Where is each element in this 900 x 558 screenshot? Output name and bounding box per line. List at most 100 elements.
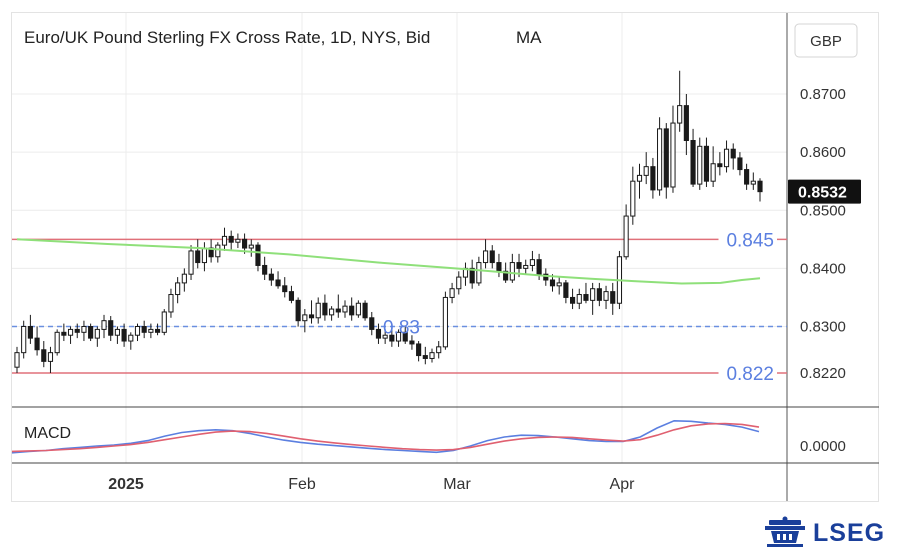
candle <box>81 320 87 342</box>
candle <box>21 320 27 359</box>
candle-body <box>101 320 107 330</box>
candle <box>657 117 663 196</box>
candle-body <box>690 140 696 185</box>
candle <box>636 163 643 199</box>
candle <box>670 105 676 193</box>
candle <box>121 323 127 347</box>
candle-body <box>509 262 515 281</box>
candle-body <box>570 296 576 304</box>
candle-body <box>643 166 649 176</box>
candle-body <box>556 282 562 287</box>
candle-body <box>717 163 723 168</box>
candle <box>677 70 683 132</box>
candle-body <box>750 180 756 185</box>
candle-body <box>14 352 20 368</box>
candle <box>134 323 141 342</box>
candle <box>590 282 596 315</box>
candle <box>469 259 475 289</box>
currency-label: GBP <box>810 33 842 50</box>
candle <box>563 280 569 304</box>
candle <box>329 306 335 321</box>
candle <box>422 346 428 365</box>
y-tick-label: 0.8700 <box>800 86 846 103</box>
candle-body <box>161 311 167 333</box>
candle <box>188 245 194 280</box>
candle-body <box>262 264 268 275</box>
candle-body <box>81 326 87 333</box>
candle-body <box>422 355 428 359</box>
candle-body <box>523 264 529 269</box>
candle-body <box>529 259 535 266</box>
candle-body <box>549 279 556 287</box>
candle-body <box>47 352 54 362</box>
candle-body <box>650 166 656 191</box>
candle <box>603 285 609 310</box>
candle <box>154 323 161 336</box>
candle-body <box>657 128 663 191</box>
level-label: 0.845 <box>726 230 774 251</box>
candle-body <box>148 328 154 333</box>
candle <box>47 346 54 373</box>
candle-body <box>469 267 475 284</box>
candle-body <box>590 288 596 301</box>
last-price-badge <box>788 179 861 204</box>
candle-body <box>737 157 743 171</box>
level-label: 0.822 <box>726 364 774 385</box>
candle <box>683 94 689 156</box>
y-tick-label: 0.8600 <box>800 144 846 161</box>
candle-body <box>489 250 495 264</box>
candle-body <box>154 328 161 333</box>
currency-button <box>794 23 858 58</box>
candle-body <box>744 169 750 185</box>
candle-body <box>329 308 335 316</box>
candle <box>282 277 288 298</box>
candle-body <box>362 302 368 319</box>
candle <box>496 253 502 278</box>
candle <box>322 294 328 321</box>
candle <box>436 341 442 359</box>
candle <box>101 314 107 339</box>
candle <box>268 268 274 286</box>
candle <box>349 297 355 321</box>
candle-body <box>74 328 80 333</box>
candle-body <box>168 294 174 313</box>
candle <box>161 309 167 336</box>
candle <box>643 152 649 185</box>
candle <box>27 314 33 344</box>
candle <box>409 335 415 350</box>
y-tick-label: 0.8220 <box>800 365 846 382</box>
candle <box>228 230 234 251</box>
candle-body <box>503 270 509 281</box>
candle-body <box>302 314 308 322</box>
candle <box>54 329 60 356</box>
candle <box>221 227 228 251</box>
candle <box>148 323 154 339</box>
level-label-bg <box>718 362 777 384</box>
candle <box>34 326 40 356</box>
candle <box>395 329 402 347</box>
candle <box>449 282 455 304</box>
candle-body <box>476 262 482 284</box>
y-tick-label: 0.8300 <box>800 319 846 336</box>
candle-body <box>516 262 522 269</box>
candle <box>14 346 20 373</box>
candle <box>61 323 67 342</box>
candle-body <box>275 279 281 287</box>
candle <box>74 323 80 339</box>
candle-body <box>21 326 27 354</box>
candle-body <box>697 145 703 185</box>
candle <box>41 341 47 368</box>
candle-body <box>416 343 422 357</box>
candle-body <box>134 326 141 336</box>
candle <box>710 146 716 187</box>
candle <box>723 140 730 173</box>
macd-line <box>11 422 760 453</box>
candle <box>342 300 348 318</box>
candle-body <box>369 317 375 330</box>
candle-body <box>295 299 301 322</box>
candle <box>630 166 636 225</box>
x-tick-label: Apr <box>610 476 636 493</box>
candle <box>114 326 120 344</box>
candle-body <box>201 247 207 264</box>
candle <box>663 123 669 199</box>
